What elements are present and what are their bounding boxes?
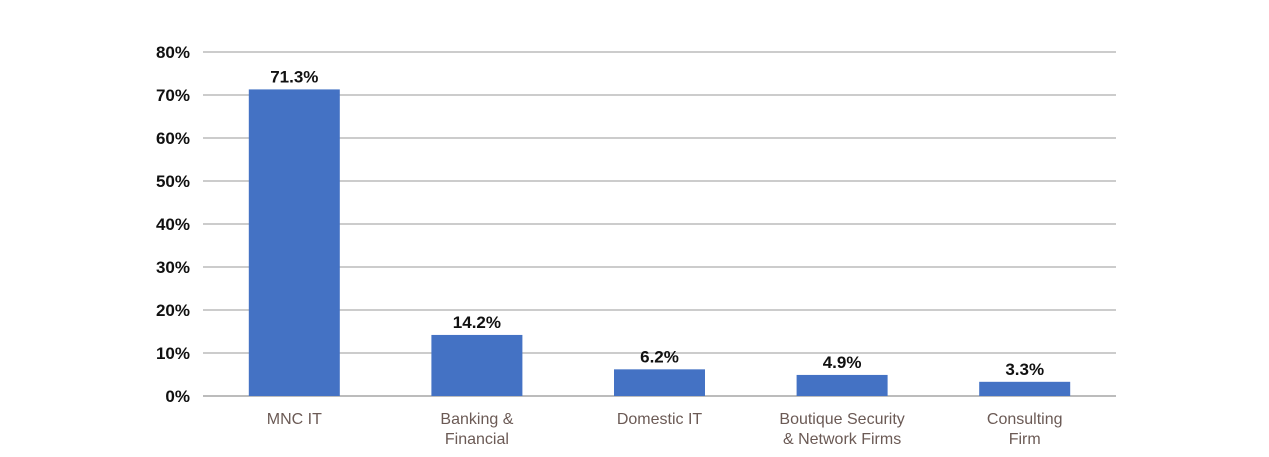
data-label: 4.9% [823,353,862,372]
bar [979,381,1071,396]
y-tick-label: 80% [156,43,190,62]
y-tick-label: 70% [156,86,190,105]
y-tick-label: 50% [156,172,190,191]
bar [614,369,705,396]
data-label: 6.2% [640,347,679,366]
data-label: 71.3% [270,67,318,86]
bar [431,334,523,396]
gridlines [203,51,1116,397]
y-tick-label: 40% [156,215,190,234]
x-category-label: Consulting Firm [987,411,1063,448]
x-category-label: Banking & Financial [440,411,513,448]
data-label: 3.3% [1005,360,1044,379]
bar [248,89,340,396]
y-tick-label: 60% [156,129,190,148]
bars [248,89,1071,396]
y-tick-label: 10% [156,344,190,363]
y-tick-label: 0% [165,387,190,406]
y-tick-label: 30% [156,258,190,277]
x-category-label: Domestic IT [617,411,703,428]
x-axis-category-labels: MNC IT Banking & Financial Domestic IT Bouti… [267,411,1063,448]
y-axis-tick-labels: 0% 10% 20% 30% 40% 50% 60% 70% 80% [156,43,190,406]
data-label: 14.2% [453,313,501,332]
x-category-label: Boutique Security & Network Firms [779,411,904,448]
x-category-label: MNC IT [267,411,322,428]
data-labels: 71.3% 14.2% 6.2% 4.9% 3.3% [270,67,1044,378]
y-tick-label: 20% [156,301,190,320]
bar [796,374,888,396]
